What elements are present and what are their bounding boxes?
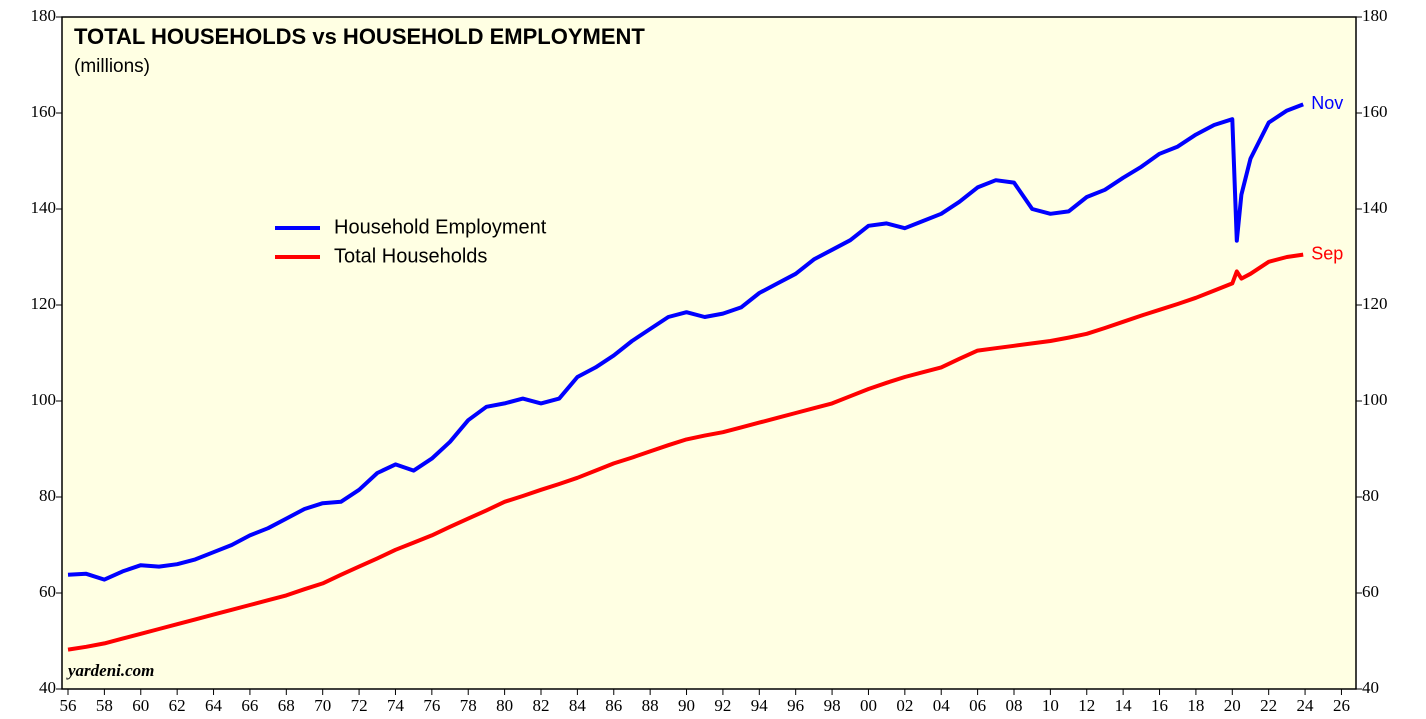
y2-tick-label: 100 <box>1362 390 1388 409</box>
x-tick-label: 70 <box>314 696 331 715</box>
x-tick-label: 94 <box>751 696 769 715</box>
x-tick-label: 90 <box>678 696 695 715</box>
y2-tick-label: 140 <box>1362 198 1388 217</box>
y2-tick-label: 40 <box>1362 678 1379 697</box>
y2-tick-label: 60 <box>1362 582 1379 601</box>
x-tick-label: 14 <box>1115 696 1133 715</box>
x-tick-label: 82 <box>532 696 549 715</box>
y-tick-label: 140 <box>31 198 57 217</box>
y2-tick-label: 180 <box>1362 6 1388 25</box>
chart-subtitle: (millions) <box>74 56 150 77</box>
y-tick-label: 160 <box>31 102 57 121</box>
x-tick-label: 04 <box>933 696 951 715</box>
legend-label: Total Households <box>334 245 487 267</box>
chart-title: TOTAL HOUSEHOLDS vs HOUSEHOLD EMPLOYMENT <box>74 24 645 49</box>
x-tick-label: 16 <box>1151 696 1168 715</box>
x-tick-label: 98 <box>824 696 841 715</box>
x-tick-label: 72 <box>351 696 368 715</box>
x-tick-label: 20 <box>1224 696 1241 715</box>
x-tick-label: 80 <box>496 696 513 715</box>
x-tick-label: 60 <box>132 696 149 715</box>
x-tick-label: 96 <box>787 696 804 715</box>
x-tick-label: 18 <box>1187 696 1204 715</box>
x-tick-label: 22 <box>1260 696 1277 715</box>
y-tick-label: 180 <box>31 6 57 25</box>
end-label: Nov <box>1311 93 1343 113</box>
source: yardeni.com <box>66 661 154 680</box>
x-tick-label: 56 <box>60 696 77 715</box>
x-tick-label: 00 <box>860 696 877 715</box>
x-tick-label: 06 <box>969 696 986 715</box>
x-tick-label: 08 <box>1005 696 1022 715</box>
y-tick-label: 80 <box>39 486 56 505</box>
legend-label: Household Employment <box>334 216 547 238</box>
x-tick-label: 26 <box>1333 696 1350 715</box>
y-tick-label: 120 <box>31 294 57 313</box>
x-tick-label: 64 <box>205 696 223 715</box>
x-tick-label: 66 <box>241 696 258 715</box>
y-tick-label: 40 <box>39 678 56 697</box>
x-tick-label: 58 <box>96 696 113 715</box>
y2-tick-label: 160 <box>1362 102 1388 121</box>
x-tick-label: 92 <box>714 696 731 715</box>
series-line <box>67 102 1304 582</box>
y-tick-label: 100 <box>31 390 57 409</box>
x-tick-label: 86 <box>605 696 622 715</box>
x-tick-label: 88 <box>642 696 659 715</box>
x-tick-label: 74 <box>387 696 405 715</box>
x-tick-label: 12 <box>1078 696 1095 715</box>
y2-tick-label: 120 <box>1362 294 1388 313</box>
x-tick-label: 24 <box>1297 696 1315 715</box>
series-line <box>67 252 1304 652</box>
x-tick-label: 02 <box>896 696 913 715</box>
x-tick-label: 10 <box>1042 696 1059 715</box>
x-tick-label: 76 <box>423 696 440 715</box>
x-tick-label: 68 <box>278 696 295 715</box>
y2-tick-label: 80 <box>1362 486 1379 505</box>
plot-area <box>61 16 1357 690</box>
y-tick-label: 60 <box>39 582 56 601</box>
x-tick-label: 78 <box>460 696 477 715</box>
end-label: Sep <box>1311 243 1343 263</box>
x-tick-label: 62 <box>169 696 186 715</box>
x-tick-label: 84 <box>569 696 587 715</box>
